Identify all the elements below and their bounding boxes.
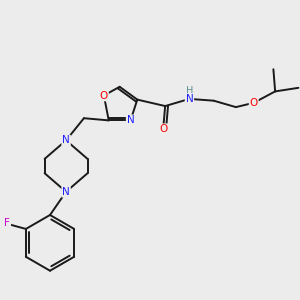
Text: N: N	[62, 187, 70, 197]
Text: N: N	[62, 135, 70, 146]
Text: N: N	[186, 94, 193, 104]
Text: O: O	[159, 124, 167, 134]
Text: F: F	[4, 218, 10, 227]
Text: H: H	[186, 86, 193, 96]
Text: O: O	[100, 91, 108, 100]
Text: O: O	[250, 98, 258, 108]
Text: N: N	[127, 116, 134, 125]
